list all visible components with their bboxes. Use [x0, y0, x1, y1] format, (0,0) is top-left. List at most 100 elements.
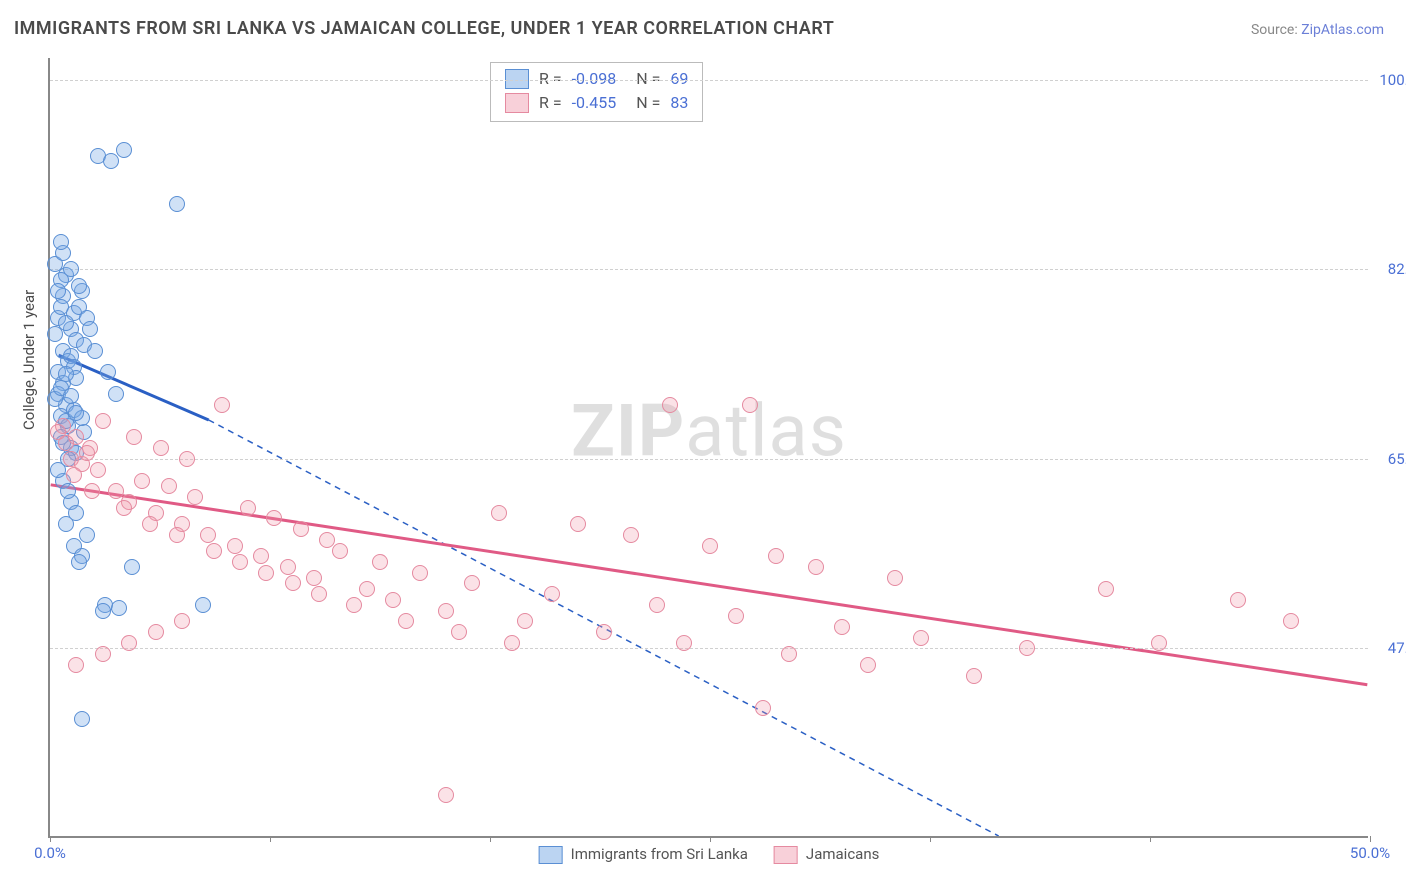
data-point-pink — [398, 613, 414, 629]
data-point-pink — [517, 613, 533, 629]
x-tick-mark — [50, 836, 51, 842]
x-tick-mark — [490, 836, 491, 842]
source-prefix: Source: — [1251, 22, 1301, 38]
legend-swatch-pink — [505, 93, 529, 113]
y-tick-label: 100.0% — [1374, 71, 1406, 89]
data-point-pink — [359, 581, 375, 597]
y-tick-label: 65.0% — [1374, 450, 1406, 468]
y-tick-label: 47.5% — [1374, 639, 1406, 657]
x-tick-mark — [1370, 836, 1371, 842]
data-point-blue — [63, 388, 79, 404]
data-point-pink — [187, 489, 203, 505]
data-point-pink — [214, 397, 230, 413]
data-point-pink — [68, 657, 84, 673]
watermark-light: atlas — [685, 389, 847, 474]
legend-top: R = -0.098 N = 69 R = -0.455 N = 83 — [490, 62, 703, 122]
data-point-pink — [66, 467, 82, 483]
data-point-blue — [63, 261, 79, 277]
data-point-pink — [1019, 640, 1035, 656]
data-point-blue — [103, 153, 119, 169]
data-point-pink — [834, 619, 850, 635]
data-point-pink — [346, 597, 362, 613]
data-point-pink — [755, 700, 771, 716]
data-point-pink — [860, 657, 876, 673]
legend-bottom-label-blue: Immigrants from Sri Lanka — [571, 845, 748, 863]
data-point-pink — [438, 787, 454, 803]
data-point-blue — [100, 364, 116, 380]
data-point-pink — [596, 624, 612, 640]
chart-title: IMMIGRANTS FROM SRI LANKA VS JAMAICAN CO… — [14, 18, 834, 39]
data-point-pink — [169, 527, 185, 543]
data-point-pink — [649, 597, 665, 613]
gridline-horizontal — [50, 269, 1368, 270]
data-point-pink — [623, 527, 639, 543]
data-point-pink — [491, 505, 507, 521]
data-point-blue — [95, 603, 111, 619]
data-point-pink — [174, 613, 190, 629]
data-point-blue — [124, 559, 140, 575]
legend-bottom-label-pink: Jamaicans — [806, 845, 879, 863]
data-point-pink — [148, 624, 164, 640]
data-point-blue — [108, 386, 124, 402]
data-point-pink — [1098, 581, 1114, 597]
data-point-pink — [808, 559, 824, 575]
data-point-pink — [153, 440, 169, 456]
data-point-pink — [266, 510, 282, 526]
legend-bottom-item-blue: Immigrants from Sri Lanka — [539, 845, 748, 864]
data-point-pink — [662, 397, 678, 413]
data-point-blue — [195, 597, 211, 613]
legend-n-label: N = — [636, 91, 660, 115]
data-point-pink — [464, 575, 480, 591]
data-point-pink — [372, 554, 388, 570]
data-point-pink — [1230, 592, 1246, 608]
data-point-pink — [781, 646, 797, 662]
y-tick-label: 82.5% — [1374, 260, 1406, 278]
data-point-pink — [179, 451, 195, 467]
data-point-pink — [79, 445, 95, 461]
data-point-blue — [60, 483, 76, 499]
source-attribution: Source: ZipAtlas.com — [1251, 22, 1384, 38]
data-point-pink — [451, 624, 467, 640]
data-point-pink — [258, 565, 274, 581]
data-point-pink — [544, 586, 560, 602]
source-link[interactable]: ZipAtlas.com — [1301, 22, 1384, 38]
data-point-pink — [966, 668, 982, 684]
legend-bottom: Immigrants from Sri Lanka Jamaicans — [539, 845, 880, 864]
gridline-horizontal — [50, 459, 1368, 460]
data-point-pink — [887, 570, 903, 586]
data-point-blue — [68, 405, 84, 421]
x-tick-label-max: 50.0% — [1350, 844, 1390, 862]
data-point-blue — [169, 196, 185, 212]
data-point-blue — [71, 554, 87, 570]
data-point-pink — [240, 500, 256, 516]
data-point-blue — [58, 366, 74, 382]
data-point-pink — [504, 635, 520, 651]
data-point-pink — [121, 635, 137, 651]
watermark: ZIPatlas — [571, 389, 847, 474]
data-point-pink — [332, 543, 348, 559]
data-point-pink — [1151, 635, 1167, 651]
data-point-blue — [111, 600, 127, 616]
y-axis-label: College, Under 1 year — [20, 290, 38, 430]
data-point-pink — [227, 538, 243, 554]
data-point-pink — [728, 608, 744, 624]
data-point-blue — [116, 142, 132, 158]
data-point-pink — [116, 500, 132, 516]
data-point-blue — [50, 283, 66, 299]
legend-r-label: R = — [539, 91, 562, 115]
data-point-pink — [253, 548, 269, 564]
data-point-pink — [702, 538, 718, 554]
data-point-pink — [142, 516, 158, 532]
data-point-pink — [200, 527, 216, 543]
data-point-pink — [385, 592, 401, 608]
data-point-pink — [311, 586, 327, 602]
data-point-pink — [126, 429, 142, 445]
data-point-blue — [71, 278, 87, 294]
x-tick-mark — [930, 836, 931, 842]
data-point-pink — [306, 570, 322, 586]
data-point-pink — [1283, 613, 1299, 629]
data-point-pink — [742, 397, 758, 413]
data-point-pink — [84, 483, 100, 499]
data-point-blue — [82, 321, 98, 337]
x-tick-mark — [1150, 836, 1151, 842]
